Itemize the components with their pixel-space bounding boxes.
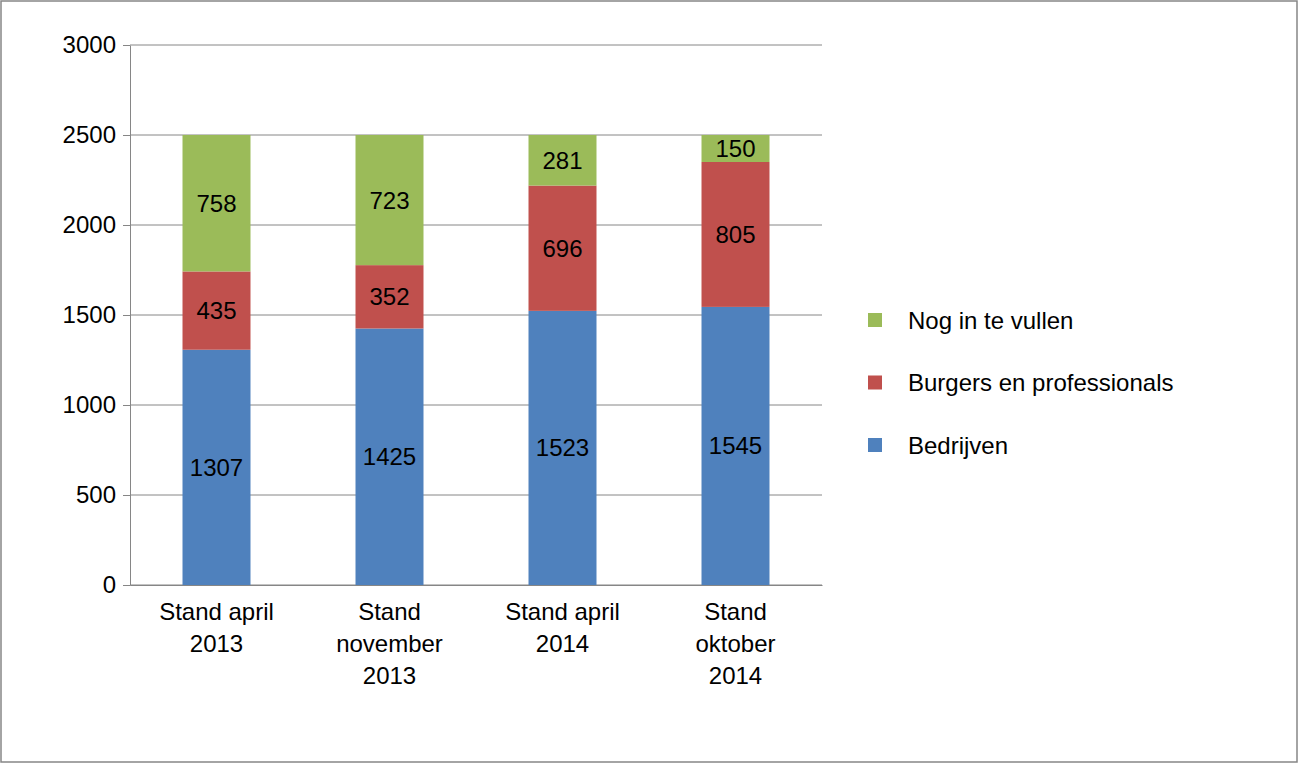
y-tick: 500 — [76, 481, 130, 508]
x-tick-label-line: 2013 — [190, 630, 243, 657]
x-tick-label-line: 2014 — [536, 630, 589, 657]
x-tick-label: Stand oktober 2014 — [695, 598, 775, 689]
x-tick-label-line: Stand — [704, 598, 767, 625]
y-tick-mark — [123, 495, 130, 496]
x-tick-label-line: Stand april — [159, 598, 274, 625]
data-label: 696 — [542, 235, 582, 262]
legend-label: Nog in te vullen — [908, 307, 1073, 334]
legend-label: Burgers en professionals — [908, 369, 1173, 396]
x-tick-label: Stand november 2013 — [336, 598, 443, 689]
x-tick-label-line: 2013 — [363, 662, 416, 689]
y-tick: 0 — [103, 571, 130, 598]
chart: 1307 1425 1523 1545 435 352 696 805 758 723 281 150… — [0, 0, 1299, 764]
y-tick-label: 2000 — [63, 211, 116, 238]
data-label: 723 — [369, 187, 409, 214]
bar-segment — [529, 186, 597, 311]
y-tick-mark — [123, 315, 130, 316]
data-label: 1545 — [709, 432, 762, 459]
x-tick: Stand oktober 2014 — [695, 598, 775, 689]
data-label: 281 — [542, 147, 582, 174]
x-tick-label-line: Stand — [358, 598, 421, 625]
y-tick-mark — [123, 405, 130, 406]
data-label: 1307 — [190, 454, 243, 481]
x-tick-label-line: november — [336, 630, 443, 657]
data-label: 352 — [369, 283, 409, 310]
y-tick: 1000 — [63, 391, 130, 418]
y-tick-label: 1500 — [63, 301, 116, 328]
y-tick-mark — [123, 585, 130, 586]
data-label: 435 — [196, 297, 236, 324]
bars — [183, 135, 770, 585]
chart-frame — [1, 1, 1297, 762]
y-tick-label: 1000 — [63, 391, 116, 418]
x-tick: Stand april 2013 — [159, 598, 274, 657]
x-tick-label-line: Stand april — [505, 598, 620, 625]
legend-swatch — [868, 313, 882, 327]
y-tick-mark — [123, 135, 130, 136]
bar-segment — [183, 135, 251, 271]
y-axis-line — [130, 46, 131, 586]
bar-segment — [183, 350, 251, 585]
legend-swatch — [868, 438, 882, 452]
x-axis-line — [131, 585, 823, 586]
y-tick: 2000 — [63, 211, 130, 238]
legend-swatch — [868, 376, 882, 390]
y-tick-label: 3000 — [63, 31, 116, 58]
y-tick-label: 500 — [76, 481, 116, 508]
x-tick-label-line: 2014 — [709, 662, 762, 689]
data-labels: 1307 1425 1523 1545 435 352 696 805 758 723 281 150 — [190, 135, 762, 481]
bar-segment — [183, 271, 251, 349]
bar-segment — [529, 135, 597, 186]
data-label: 1523 — [536, 434, 589, 461]
bar-segment — [702, 135, 770, 162]
y-tick-label: 2500 — [63, 121, 116, 148]
x-tick-label: Stand april 2013 — [159, 598, 274, 657]
y-axis: 0 500 1000 1500 2000 2500 3000 — [63, 31, 131, 598]
bar-segment — [702, 162, 770, 307]
data-label: 805 — [715, 221, 755, 248]
grid-line — [130, 45, 822, 46]
bar-segment — [702, 307, 770, 585]
legend: Nog in te vullen Burgers en professionals… — [868, 307, 1173, 459]
data-label: 1425 — [363, 443, 416, 470]
x-tick-label-line: oktober — [695, 630, 775, 657]
x-axis: Stand april2013Standnovember2013Stand ap… — [131, 586, 823, 690]
y-tick: 3000 — [63, 31, 130, 58]
legend-label: Bedrijven — [908, 432, 1008, 459]
data-label: 758 — [196, 190, 236, 217]
bar-segment — [529, 311, 597, 585]
y-tick: 2500 — [63, 121, 130, 148]
x-tick: Stand november 2013 — [336, 598, 443, 689]
bar-segment — [356, 265, 424, 328]
grid — [130, 45, 822, 585]
y-tick-label: 0 — [103, 571, 116, 598]
data-label: 150 — [715, 135, 755, 162]
x-tick-label: Stand april 2014 — [505, 598, 620, 657]
y-tick: 1500 — [63, 301, 130, 328]
y-tick-mark — [123, 225, 130, 226]
bar-segment — [356, 135, 424, 265]
x-tick: Stand april 2014 — [505, 598, 620, 657]
y-tick-mark — [123, 45, 130, 46]
bar-segment — [356, 329, 424, 586]
